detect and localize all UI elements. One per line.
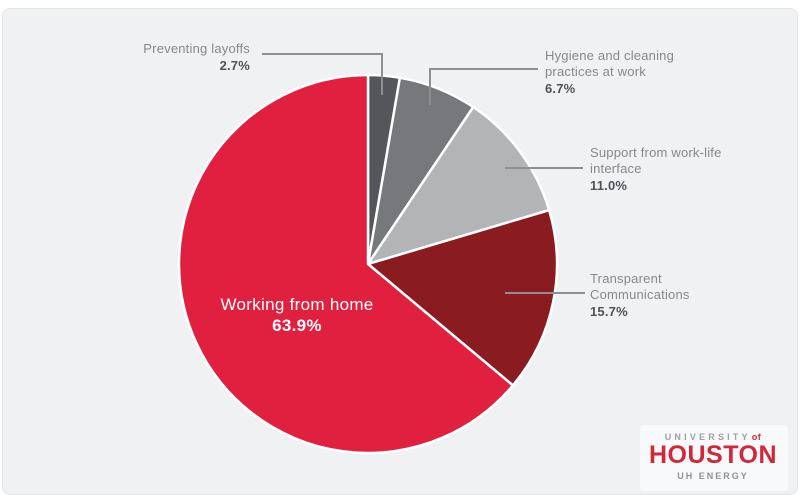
leader-line-preventing-layoffs: [262, 53, 382, 55]
slice-label-text: Hygiene and cleaning practices at work: [545, 48, 675, 79]
slice-value: 2.7%: [219, 58, 250, 73]
slice-label-hygiene: Hygiene and cleaning practices at work 6…: [545, 48, 695, 97]
pie-slice-working-from-home: [177, 73, 515, 455]
leader-line-support: [505, 167, 583, 169]
slice-label-text: Support from work-life interface: [590, 145, 722, 176]
logo-of-text: of: [751, 432, 762, 442]
slice-label-support: Support from work-life interface 11.0%: [590, 145, 722, 194]
logo-university-line: UNIVERSITYof: [644, 432, 782, 442]
slice-label-transparent: Transparent Communications 15.7%: [590, 271, 715, 320]
slice-label-working-from-home: Working from home 63.9%: [187, 294, 407, 336]
slice-value: 63.9%: [272, 316, 322, 335]
pie-slice-support-from-work-life-interface: [366, 105, 551, 266]
slice-label-text: Preventing layoffs: [143, 41, 250, 56]
logo-university-text: UNIVERSITY: [664, 432, 751, 442]
logo-uh-energy-text: UH ENERGY: [677, 471, 749, 481]
slice-value: 11.0%: [590, 178, 628, 193]
pie-slice-transparent-communications: [366, 208, 559, 387]
leader-line-hygiene-vertical: [429, 68, 431, 105]
uh-energy-logo: UNIVERSITYof HOUSTON UH ENERGY: [644, 432, 782, 481]
slice-label-preventing-layoffs: Preventing layoffs 2.7%: [110, 41, 250, 74]
slice-value: 15.7%: [590, 304, 628, 319]
slice-label-text: Working from home: [220, 295, 374, 314]
leader-line-hygiene: [429, 68, 538, 70]
slice-label-text: Transparent Communications: [590, 271, 690, 302]
leader-line-transparent: [505, 292, 585, 294]
logo-backdrop: [640, 425, 788, 491]
slice-value: 6.7%: [545, 81, 576, 96]
leader-line-preventing-layoffs-vertical: [381, 53, 383, 95]
logo-houston-text: HOUSTON: [648, 441, 778, 469]
